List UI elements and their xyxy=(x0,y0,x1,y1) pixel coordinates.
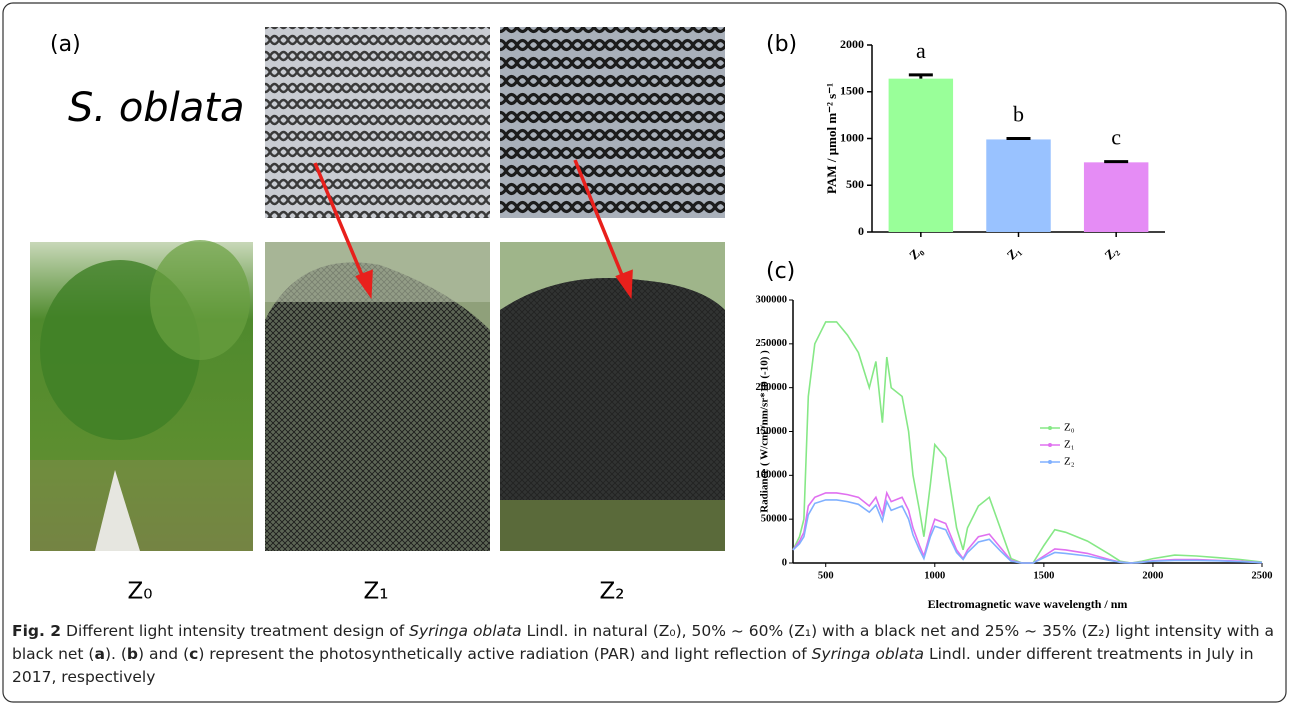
significance-label: c xyxy=(1111,125,1121,150)
x-axis-label: Electromagnetic wave wavelength / nm xyxy=(928,597,1128,611)
legend-label: Z₂ xyxy=(1064,456,1075,468)
caption-run: Syringa oblata xyxy=(409,622,521,640)
y-tick-label: 1000 xyxy=(840,130,864,144)
photo-z2 xyxy=(500,242,725,551)
photo-net-z1 xyxy=(265,27,490,218)
species-label: S. oblata xyxy=(68,85,245,131)
caption-run: b xyxy=(127,645,138,663)
y-tick-label: 50000 xyxy=(761,514,787,525)
y-tick-label: 0 xyxy=(782,557,787,568)
x-tick-label: Z₀ xyxy=(906,243,926,263)
error-bar xyxy=(1007,139,1031,140)
series-line xyxy=(793,500,1262,563)
series-line xyxy=(793,322,1262,563)
y-tick-label: 250000 xyxy=(756,338,788,349)
y-tick-label: 1500 xyxy=(840,84,864,98)
x-tick-label: 1500 xyxy=(1033,570,1054,581)
bar xyxy=(986,139,1050,232)
caption-run: ). ( xyxy=(105,645,127,663)
photo-z1 xyxy=(265,242,490,551)
x-tick-label: Z₁ xyxy=(1004,243,1024,263)
significance-label: a xyxy=(916,38,926,63)
legend-label: Z₀ xyxy=(1064,422,1075,434)
charts: 0 500 1000 1500 2000 PAM / μmol m⁻² s⁻¹ a Z₀ b Z₁… xyxy=(756,37,1273,611)
panel-label: (b) xyxy=(766,32,797,57)
x-tick-label: 2500 xyxy=(1252,570,1273,581)
photo-label: Z₂ xyxy=(600,579,625,605)
bar xyxy=(1084,162,1148,232)
error-bar xyxy=(1104,162,1128,163)
photo-label: Z₁ xyxy=(364,579,389,605)
legend-marker xyxy=(1048,426,1052,430)
series-line xyxy=(793,493,1262,563)
x-tick-label: 1000 xyxy=(924,570,945,581)
legend-label: Z₁ xyxy=(1064,439,1075,451)
bar xyxy=(889,79,953,232)
photo-net-z2 xyxy=(500,27,725,218)
photo-z0 xyxy=(30,240,253,551)
caption-run: Syringa oblata xyxy=(812,645,924,663)
y-tick-label: 2000 xyxy=(840,37,864,51)
caption-run: a xyxy=(94,645,104,663)
error-bar xyxy=(909,75,933,79)
caption-run: Fig. 2 xyxy=(12,622,61,640)
y-tick-label: 500 xyxy=(846,177,864,191)
caption-run: c xyxy=(189,645,198,663)
legend-marker xyxy=(1048,443,1052,447)
x-tick-label: Z₂ xyxy=(1101,243,1121,263)
panel-label: (a) xyxy=(50,32,81,57)
significance-label: b xyxy=(1013,102,1024,127)
caption-run: ) represent the photosynthetically activ… xyxy=(198,645,811,663)
x-tick-label: 500 xyxy=(818,570,834,581)
legend-marker xyxy=(1048,460,1052,464)
caption-run: Different light intensity treatment desi… xyxy=(61,622,409,640)
photo-label: Z₀ xyxy=(128,579,153,605)
y-axis-label: Radiance ( W/cm²/nm/sr*10 (-10) ) xyxy=(759,350,771,513)
caption-run: ) and ( xyxy=(138,645,189,663)
caption: Fig. 2 Different light intensity treatme… xyxy=(12,620,1277,689)
y-axis-label: PAM / μmol m⁻² s⁻¹ xyxy=(824,83,839,194)
figure: (a) S. oblata Z₀ Z₁ Z₂ (b) (c) 0 500 1000 1… xyxy=(0,0,1290,706)
x-tick-label: 2000 xyxy=(1142,570,1163,581)
figure-canvas: (a) S. oblata Z₀ Z₁ Z₂ (b) (c) 0 500 1000 1… xyxy=(0,0,1290,706)
panel-label: (c) xyxy=(766,259,795,284)
y-tick-label: 0 xyxy=(858,224,864,238)
y-tick-label: 300000 xyxy=(756,294,788,305)
